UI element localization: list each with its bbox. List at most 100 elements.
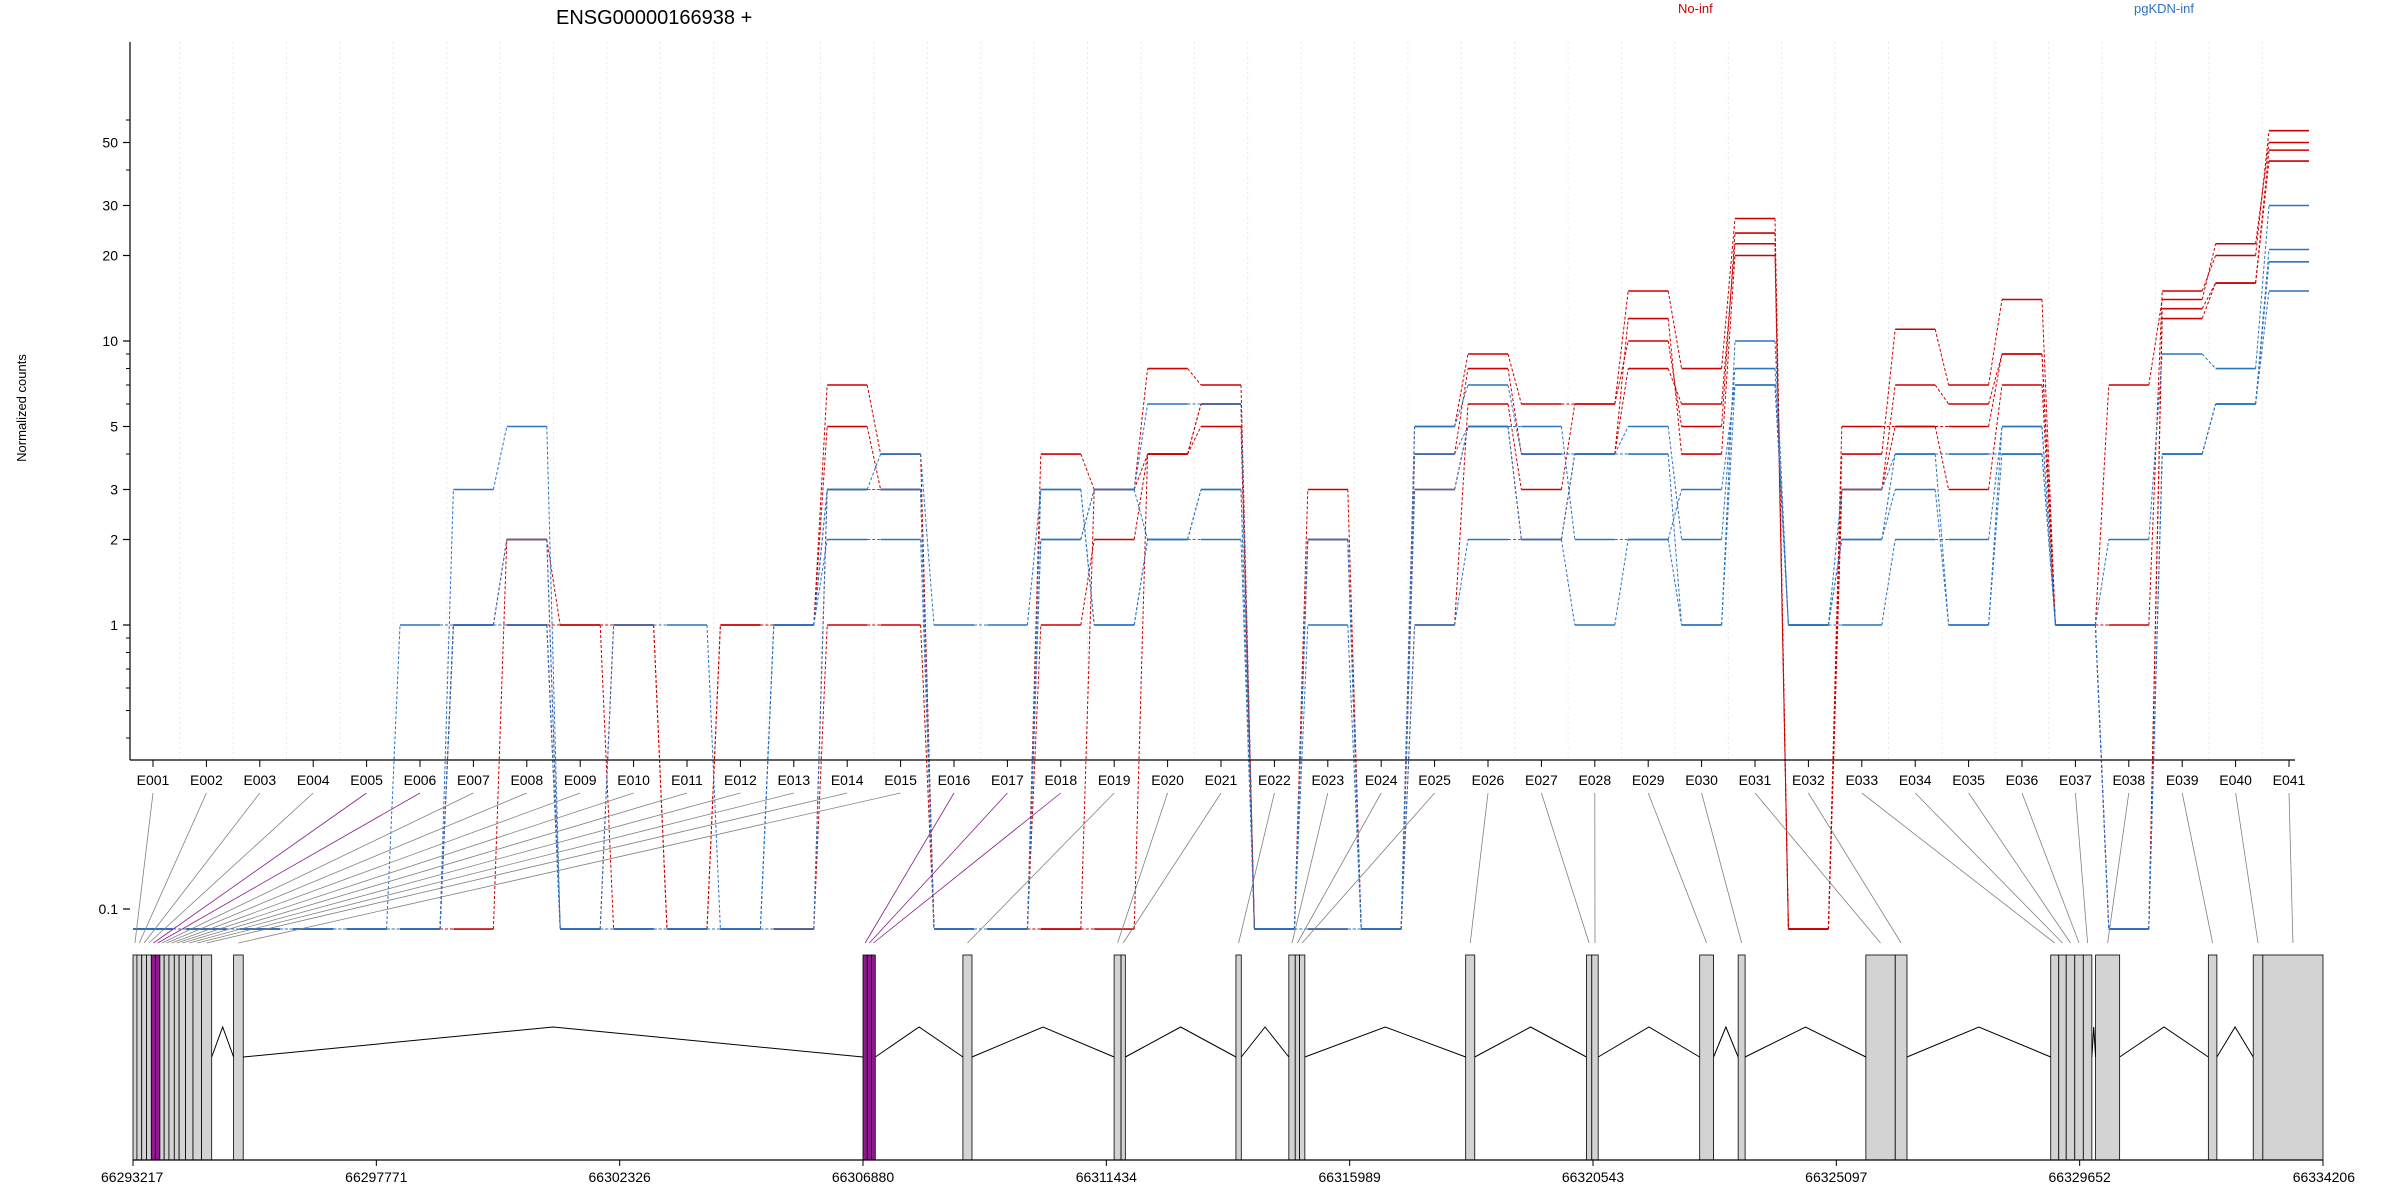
exon-connector-line (166, 792, 527, 944)
exon-box-e037 (2082, 954, 2093, 1161)
exon-box-e039 (2207, 954, 2218, 1161)
exon-box-e031 (1865, 954, 1896, 1161)
series-connector (1881, 329, 1896, 455)
series-connector (1240, 426, 1255, 930)
exon-connector-line (176, 792, 634, 944)
x-tick-label: E028 (1578, 772, 1611, 788)
series-lines (133, 129, 2309, 930)
y-tick-label: 2 (110, 532, 118, 548)
x-tick-label: E007 (457, 772, 490, 788)
series-connector (2255, 249, 2270, 405)
series-connector (1881, 539, 1896, 626)
series-connector (1133, 403, 1149, 490)
y-tick-label: 5 (110, 418, 118, 434)
exon-connector-line (161, 792, 474, 944)
series-connector (1721, 232, 1736, 427)
genomic-tick-label: 66302326 (589, 1169, 652, 1185)
genomic-tick-label: 66334206 (2293, 1169, 2356, 1185)
series-connector (492, 426, 508, 490)
exon-connector-line (143, 792, 261, 944)
y-tick-label: 20 (102, 248, 118, 264)
x-tick-label: E036 (2006, 772, 2039, 788)
genomic-tick-label: 66315989 (1319, 1169, 1382, 1185)
genomic-tick-label: 66306880 (832, 1169, 895, 1185)
series-connector (1080, 489, 1095, 930)
series-connector (1454, 384, 1469, 427)
series-connector (1133, 453, 1149, 540)
exon-box-e010 (173, 954, 180, 1161)
series-connector (1774, 368, 1789, 626)
series-connector (1934, 489, 1950, 626)
intron-line (1474, 1026, 1587, 1058)
x-tick-label: E018 (1044, 772, 1077, 788)
exon-box-e006 (155, 954, 161, 1161)
exon-connector-line (873, 792, 1062, 944)
series-connector (2041, 453, 2056, 626)
exon-box-e012 (185, 954, 194, 1161)
series-connector (1667, 290, 1683, 369)
series-connector (813, 539, 828, 626)
series-connector (2094, 624, 2110, 930)
series-connector (439, 624, 454, 930)
exon-connector-line (967, 792, 1115, 944)
series-connector (2148, 454, 2163, 930)
series-connector (2148, 318, 2163, 930)
x-tick-label: E003 (243, 772, 276, 788)
exon-connector-line (1968, 792, 2071, 944)
exon-box-e002 (136, 954, 143, 1161)
x-tick-label: E024 (1365, 772, 1398, 788)
x-tick-label: E027 (1525, 772, 1558, 788)
exon-box-e034 (2058, 954, 2067, 1161)
intron-line (1125, 1026, 1237, 1058)
x-axis-exon-labels: E001 E002 E003 E004 E005 E006 E007 E008 E009 E010… (130, 759, 2306, 788)
series-connector (2041, 426, 2056, 626)
counts-panel: 0.1 1 2 3 5 10 20 30 50 E001 E002 E003 E004 E005 E006… (14, 1, 2309, 930)
y-tick-label: 30 (102, 197, 118, 213)
series-connector (1454, 403, 1469, 626)
x-tick-label: E021 (1205, 772, 1238, 788)
legend-entry-no-inf: No-inf (1678, 1, 1713, 16)
series-connector (653, 624, 668, 930)
x-tick-label: E037 (2059, 772, 2092, 788)
series-connector (1400, 489, 1416, 930)
series-connector (1934, 384, 1950, 405)
exon-box-e023 (1288, 954, 1296, 1161)
exon-box-e009 (168, 954, 175, 1161)
series-connector (1721, 384, 1736, 626)
series-connector (1454, 539, 1469, 626)
series-connector (1507, 368, 1522, 455)
series-connector (546, 624, 561, 930)
series-connector (1614, 318, 1629, 455)
exon-connector-line (189, 792, 741, 944)
series-connector (2201, 243, 2217, 300)
exon-box-e011 (178, 954, 186, 1161)
genomic-coordinate-axis: 66293217 66297771 66302326 66306880 66311434… (101, 1159, 2356, 1185)
series-connector (1988, 426, 2003, 540)
intron-line (971, 1026, 1115, 1058)
intron-line (2216, 1026, 2254, 1058)
series-connector (2094, 539, 2110, 626)
series-connector (813, 489, 828, 930)
x-tick-label: E041 (2273, 772, 2306, 788)
series-connector (920, 453, 935, 626)
series-connector (1026, 454, 1042, 930)
exon-connector-line (1647, 792, 1708, 944)
series-connector (1507, 426, 1522, 540)
exon-connector-line (2288, 792, 2294, 944)
x-tick-label: E008 (510, 772, 543, 788)
series-connector (1827, 489, 1843, 930)
exon-box-e041 (2262, 954, 2324, 1161)
x-tick-label: E002 (190, 772, 223, 788)
series-connector (2201, 255, 2217, 292)
exon-connector-line (171, 792, 581, 944)
exon-connector-line (2021, 792, 2080, 944)
exon-box-e036 (2074, 954, 2084, 1161)
y-tick-label: 1 (110, 617, 118, 633)
series-connector (1667, 340, 1683, 427)
exon-box-e040 (2252, 954, 2264, 1161)
series-connector (1881, 453, 1896, 540)
x-tick-label: E009 (564, 772, 597, 788)
series-connector (1560, 426, 1576, 540)
